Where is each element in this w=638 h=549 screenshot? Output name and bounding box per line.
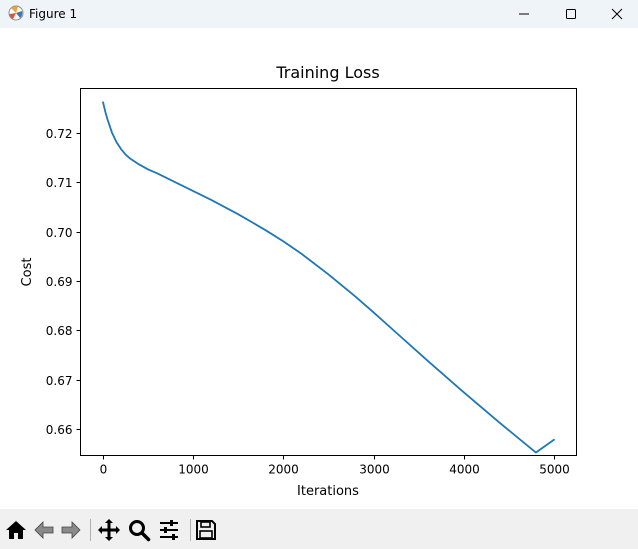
x-tick-label: 4000 [449, 463, 480, 477]
home-icon [6, 521, 26, 539]
x-axis: 0 1000 2000 3000 4000 5000 [100, 455, 570, 477]
y-tick-label: 0.67 [46, 374, 73, 388]
y-tick-label: 0.72 [46, 127, 73, 141]
y-tick-label: 0.69 [46, 275, 73, 289]
maximize-button[interactable] [548, 0, 594, 28]
window-title: Figure 1 [29, 7, 78, 21]
x-tick-label: 1000 [178, 463, 209, 477]
maximize-icon [566, 9, 576, 19]
y-tick-label: 0.66 [46, 423, 73, 437]
chart-title: Training Loss [275, 63, 379, 82]
home-button[interactable] [3, 517, 29, 543]
zoom-icon [129, 520, 151, 542]
minimize-icon [519, 13, 529, 15]
toolbar-separator [190, 519, 191, 541]
x-tick-label: 3000 [359, 463, 390, 477]
x-tick-label: 2000 [268, 463, 299, 477]
series-line [102, 101, 555, 454]
close-button[interactable] [594, 0, 638, 28]
title-bar: Figure 1 [0, 0, 638, 28]
matplotlib-app-icon [8, 5, 24, 21]
axes-frame [80, 88, 577, 456]
configure-subplots-button[interactable] [156, 517, 182, 543]
forward-arrow-icon [61, 521, 81, 539]
line-chart: Training Loss 0 1000 2000 3000 4000 5000 0.66… [20, 63, 577, 499]
save-button[interactable] [193, 517, 219, 543]
x-tick-label: 5000 [539, 463, 570, 477]
y-axis-label: Cost [20, 258, 35, 287]
pan-icon [98, 519, 120, 541]
figure-canvas[interactable]: Training Loss 0 1000 2000 3000 4000 5000 0.66… [0, 28, 638, 509]
back-arrow-icon [34, 521, 54, 539]
x-axis-label: Iterations [297, 484, 359, 499]
minimize-button[interactable] [501, 0, 547, 28]
y-axis: 0.66 0.67 0.68 0.69 0.70 0.71 0.72 [46, 127, 81, 437]
close-icon [611, 8, 623, 20]
configure-subplots-icon [160, 520, 178, 540]
save-icon [196, 520, 216, 540]
y-tick-label: 0.71 [46, 176, 73, 190]
toolbar-separator [90, 519, 91, 541]
back-button[interactable] [31, 517, 57, 543]
y-tick-label: 0.68 [46, 324, 73, 338]
navigation-toolbar [0, 509, 638, 549]
pan-button[interactable] [96, 517, 122, 543]
x-tick-label: 0 [100, 463, 108, 477]
y-tick-label: 0.70 [46, 226, 73, 240]
zoom-button[interactable] [126, 517, 152, 543]
forward-button[interactable] [58, 517, 84, 543]
